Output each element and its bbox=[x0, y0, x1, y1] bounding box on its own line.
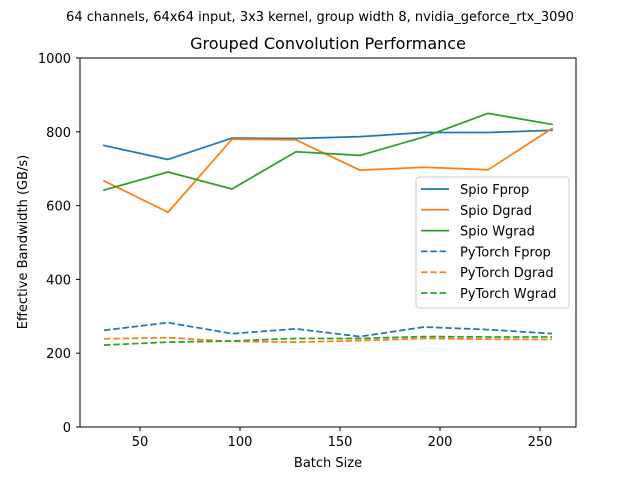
y-tick-label: 200 bbox=[46, 347, 71, 362]
legend-label-1: Spio Fprop bbox=[460, 183, 529, 198]
y-tick-label: 800 bbox=[46, 126, 71, 141]
x-tick-label: 100 bbox=[228, 435, 253, 450]
x-tick-label: 200 bbox=[428, 435, 453, 450]
legend-label-2: Spio Dgrad bbox=[460, 204, 532, 219]
x-tick-label: 150 bbox=[328, 435, 353, 450]
y-tick-label: 1000 bbox=[38, 52, 71, 67]
series-line-4 bbox=[103, 321, 553, 338]
y-tick-label: 600 bbox=[46, 200, 71, 215]
series-line-3 bbox=[102, 112, 554, 192]
x-axis-label: Batch Size bbox=[294, 456, 362, 471]
chart-suptitle: 64 channels, 64x64 input, 3x3 kernel, gr… bbox=[66, 10, 574, 25]
legend-label-6: PyTorch Wgrad bbox=[460, 287, 556, 302]
y-tick-label: 400 bbox=[46, 273, 71, 288]
legend-label-3: Spio Wgrad bbox=[460, 225, 535, 240]
legend-items: Spio Fprop Spio Dgrad Spio Wgrad PyTorch Fp… bbox=[421, 183, 556, 302]
y-tick-label: 0 bbox=[63, 421, 71, 436]
x-tick-label: 250 bbox=[528, 435, 553, 450]
legend-label-5: PyTorch Dgrad bbox=[460, 266, 554, 281]
series-line-2 bbox=[102, 127, 554, 214]
y-axis-label: Effective Bandwidth (GB/s) bbox=[16, 155, 31, 329]
lines-layer bbox=[102, 112, 554, 346]
series-line-1 bbox=[102, 129, 553, 161]
chart-title: Grouped Convolution Performance bbox=[190, 34, 466, 53]
series-line-6 bbox=[103, 335, 552, 346]
x-tick-label: 50 bbox=[132, 435, 149, 450]
legend-box bbox=[415, 176, 570, 309]
legend: Spio Fprop Spio Dgrad Spio Wgrad PyTorch Fp… bbox=[415, 176, 570, 309]
y-axis: 0 200 400 600 800 1000 bbox=[38, 52, 80, 436]
series-line-5 bbox=[103, 336, 553, 344]
plot-border bbox=[79, 57, 577, 428]
legend-label-4: PyTorch Fprop bbox=[460, 245, 551, 260]
x-axis: 50 100 150 200 250 bbox=[132, 427, 553, 450]
